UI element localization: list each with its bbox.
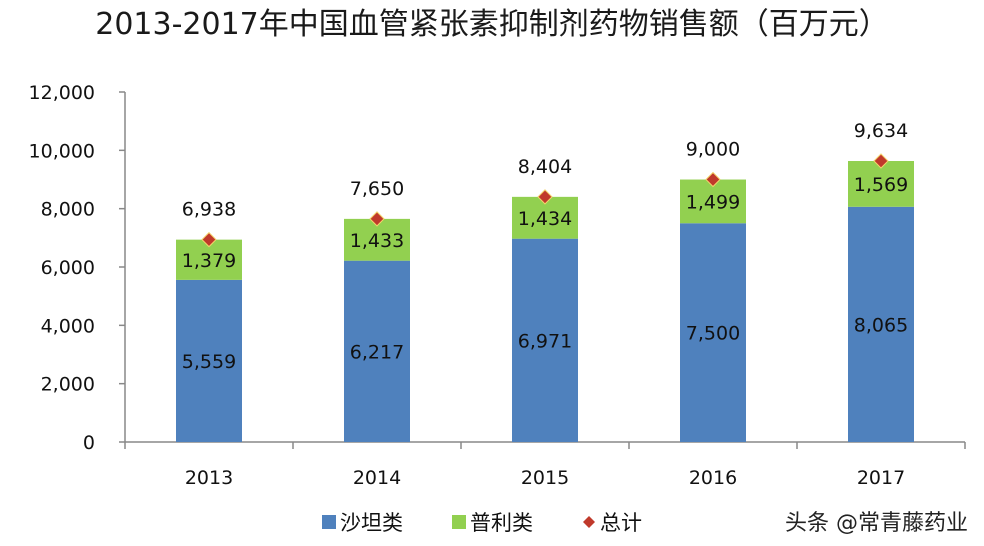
chart-title: 2013-2017年中国血管紧张素抑制剂药物销售额（百万元）	[95, 7, 889, 42]
total-label: 6,938	[182, 199, 236, 221]
data-label-sartan: 6,217	[350, 341, 404, 363]
legend-item-pril-label: 普利类	[470, 511, 533, 535]
bar-sartan	[848, 206, 914, 442]
total-label: 9,634	[854, 120, 908, 142]
y-tick-label: 8,000	[41, 199, 95, 221]
data-label-pril: 1,434	[518, 208, 572, 230]
y-tick-label: 12,000	[29, 82, 95, 104]
total-marker	[201, 231, 217, 248]
data-label-sartan: 6,971	[518, 330, 572, 352]
data-label-sartan: 5,559	[182, 351, 236, 373]
bar-sartan	[344, 260, 410, 442]
data-label-pril: 1,433	[350, 230, 404, 252]
data-label-pril: 1,379	[182, 250, 236, 272]
total-marker	[705, 171, 721, 188]
x-tick-label: 2013	[185, 467, 233, 489]
total-marker	[537, 189, 553, 205]
data-label-sartan: 7,500	[686, 323, 740, 345]
bar-sartan	[176, 279, 242, 442]
total-marker	[873, 153, 889, 169]
legend-item-pril-swatch	[452, 515, 466, 529]
watermark: 头条 @常青藤药业	[785, 511, 968, 536]
legend: 沙坦类 普利类 总计	[322, 511, 642, 535]
x-tick-label: 2015	[521, 467, 569, 489]
y-tick-label: 10,000	[29, 140, 95, 162]
total-label: 8,404	[518, 156, 572, 178]
x-tick-label: 2017	[857, 467, 905, 489]
x-tick-label: 2016	[689, 467, 737, 489]
total-markers: 6,938 7,650 8,404 9,000 9,634	[182, 120, 908, 248]
legend-item-total-label: 总计	[600, 511, 642, 535]
y-tick-label: 0	[83, 432, 95, 454]
data-label-pril: 1,569	[854, 174, 908, 196]
legend-item-total-swatch	[583, 516, 595, 528]
total-label: 7,650	[350, 178, 404, 200]
y-tick-label: 4,000	[41, 315, 95, 337]
data-label-sartan: 8,065	[854, 314, 908, 336]
data-labels: 5,559 1,379 6,217 1,433 6,971 1,434 7,500 1,499…	[182, 174, 908, 373]
legend-item-sartan-label: 沙坦类	[340, 511, 403, 535]
axes: 0 2,000 4,000 6,000 8,000 10,000 12,000 2013 201…	[29, 82, 966, 489]
bar-sartan	[680, 223, 746, 442]
y-tick-label: 2,000	[41, 374, 95, 396]
total-label: 9,000	[686, 139, 740, 161]
data-label-pril: 1,499	[686, 191, 740, 213]
y-tick-label: 6,000	[41, 257, 95, 279]
bars	[176, 161, 914, 442]
bar-sartan	[512, 238, 578, 442]
legend-item-sartan-swatch	[322, 515, 336, 529]
total-marker	[369, 211, 385, 227]
x-tick-label: 2014	[353, 467, 401, 489]
